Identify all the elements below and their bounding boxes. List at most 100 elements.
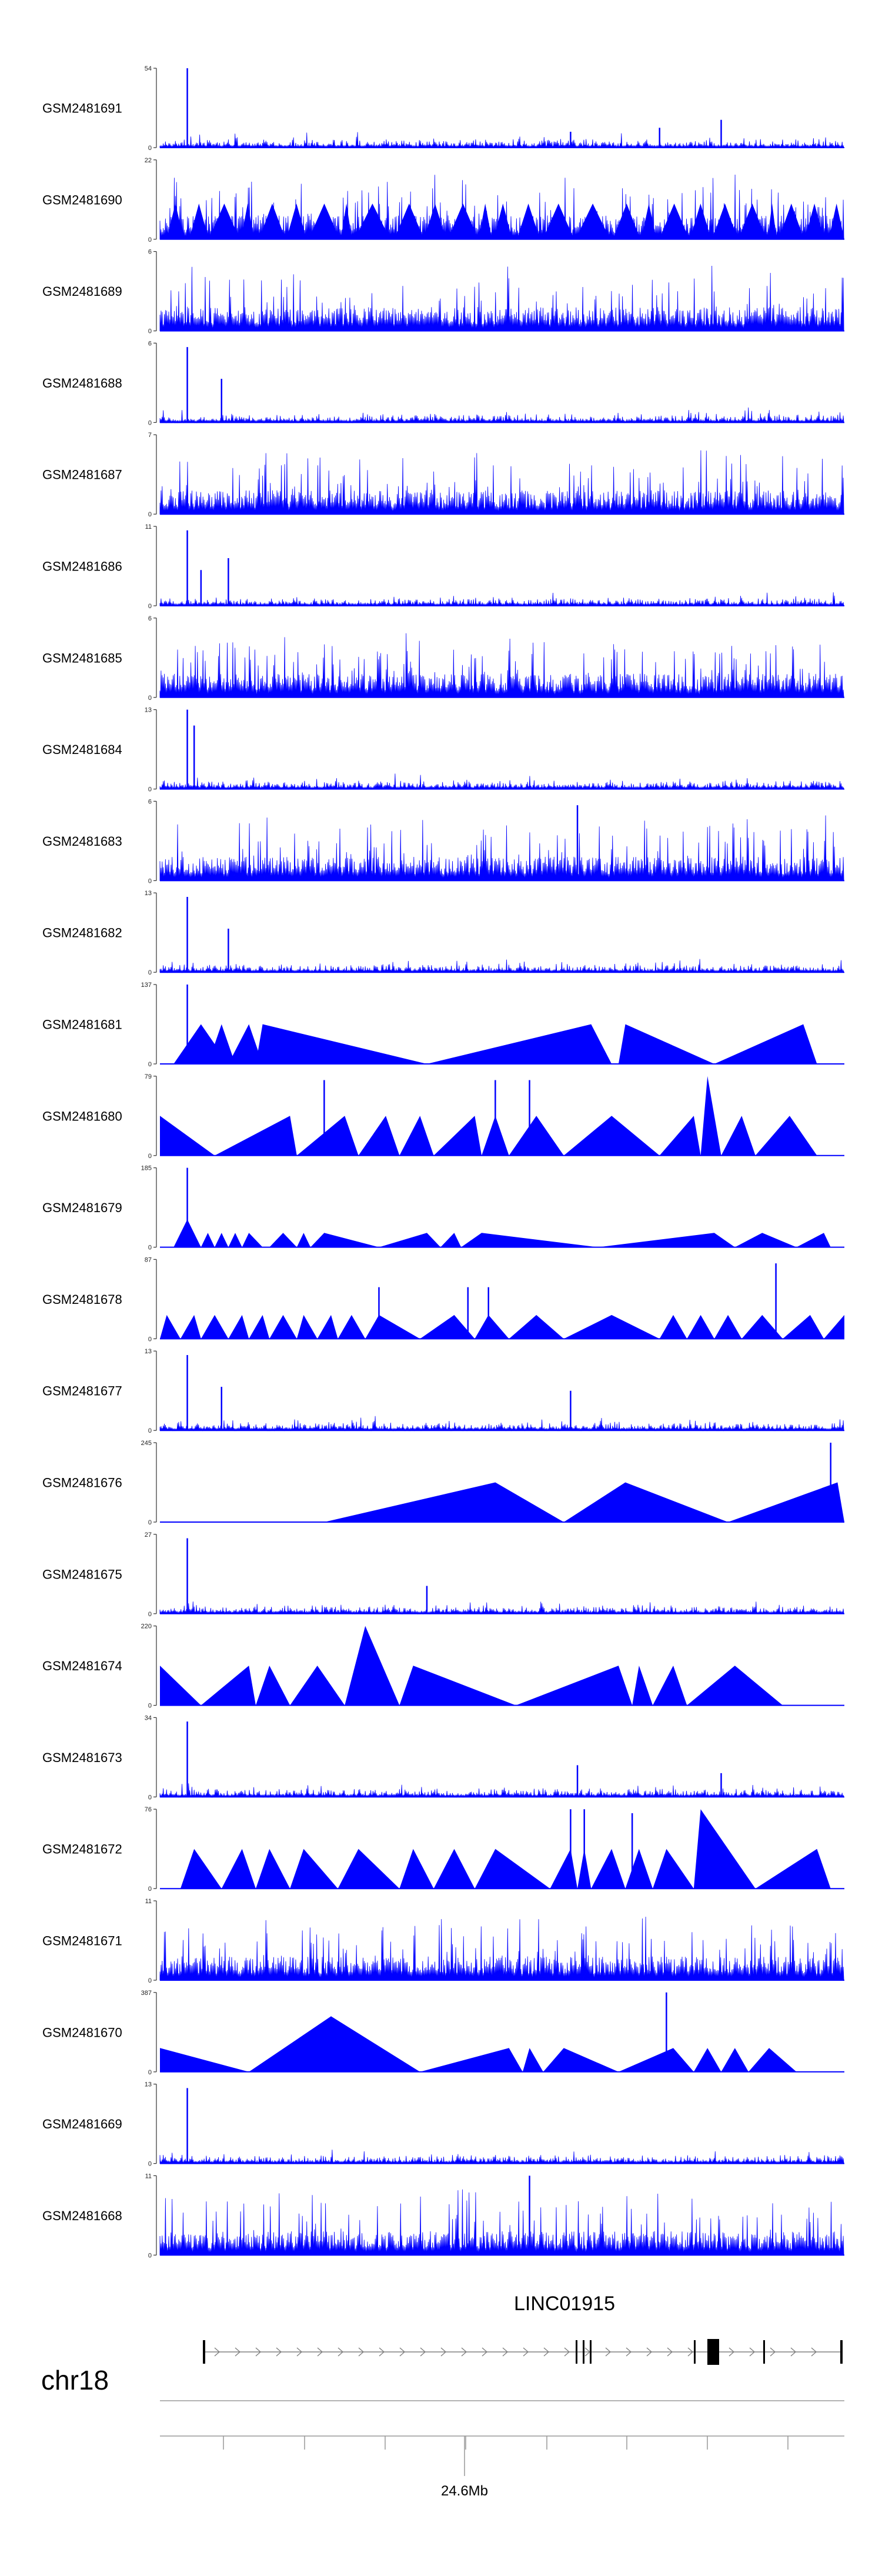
signal-triangle xyxy=(345,1626,400,1706)
y-axis-max-label: 6 xyxy=(148,798,152,805)
y-axis-min-label: 0 xyxy=(148,1427,152,1434)
genome-axis: 24.6Mb xyxy=(223,2436,789,2499)
signal-triangle xyxy=(296,1233,311,1247)
signal-triangle xyxy=(228,1233,242,1247)
signal-triangle xyxy=(618,1024,714,1064)
track-label: GSM2481681 xyxy=(42,1017,122,1032)
signal-triangle xyxy=(687,1666,783,1706)
track-label: GSM2481688 xyxy=(42,376,122,391)
strand-arrow xyxy=(811,2347,817,2357)
track-GSM2481679: GSM2481679 185 0 xyxy=(42,1165,844,1252)
signal-triangle xyxy=(563,1314,660,1339)
y-axis-max-label: 11 xyxy=(145,1898,152,1905)
signal-area xyxy=(159,2150,844,2165)
signal-triangle xyxy=(269,1233,297,1247)
strand-arrow xyxy=(358,2347,365,2357)
signal-triangle xyxy=(160,2048,249,2072)
signal-triangle xyxy=(687,1314,714,1339)
gene-track: LINC01915 xyxy=(203,2293,843,2365)
signal-triangle xyxy=(242,1233,263,1247)
gene-exon xyxy=(590,2340,592,2364)
chromosome-label: chr18 xyxy=(41,2365,109,2395)
signal-area xyxy=(159,407,844,423)
signal-triangle xyxy=(290,1666,345,1706)
strand-arrow xyxy=(461,2347,467,2357)
signal-area xyxy=(159,815,844,881)
signal-triangle xyxy=(160,1314,181,1339)
signal-triangle xyxy=(741,1314,783,1339)
gene-exon xyxy=(763,2340,765,2364)
signal-triangle xyxy=(420,2048,523,2072)
track-GSM2481688: GSM2481688 6 0 xyxy=(42,340,844,426)
strand-arrow xyxy=(440,2347,447,2357)
y-axis-min-label: 0 xyxy=(148,236,152,243)
signal-triangle xyxy=(358,1116,400,1156)
gene-exon xyxy=(203,2340,205,2364)
track-label: GSM2481672 xyxy=(42,1842,122,1857)
signal-triangle xyxy=(420,1314,475,1339)
y-axis-max-label: 7 xyxy=(148,432,152,439)
track-GSM2481677: GSM2481677 13 0 xyxy=(42,1348,844,1434)
signal-area xyxy=(159,1416,844,1432)
signal-triangle xyxy=(208,1024,235,1064)
signal-triangle xyxy=(338,1314,366,1339)
y-axis-max-label: 54 xyxy=(145,65,152,72)
y-axis-max-label: 34 xyxy=(145,1714,152,1721)
gene-exon xyxy=(707,2339,719,2365)
signal-triangle xyxy=(693,2048,721,2072)
signal-triangle xyxy=(228,1024,263,1064)
track-GSM2481670: GSM2481670 387 0 xyxy=(42,1990,844,2076)
signal-triangle xyxy=(516,1666,633,1706)
signal-triangle xyxy=(256,1024,427,1064)
y-axis-max-label: 22 xyxy=(145,157,152,164)
y-axis-max-label: 13 xyxy=(145,890,152,897)
signal-triangle xyxy=(755,1116,817,1156)
track-label: GSM2481684 xyxy=(42,742,122,757)
signal-triangle xyxy=(659,1314,687,1339)
signal-triangle xyxy=(427,1024,612,1064)
strand-arrow xyxy=(667,2347,673,2357)
signal-triangle xyxy=(475,1314,509,1339)
strand-arrow xyxy=(482,2347,488,2357)
signal-triangle xyxy=(721,2048,749,2072)
signal-area xyxy=(159,773,844,790)
track-GSM2481675: GSM2481675 27 0 xyxy=(42,1531,844,1618)
strand-arrow xyxy=(255,2347,262,2357)
y-axis-min-label: 0 xyxy=(148,1703,152,1710)
y-axis-max-label: 185 xyxy=(141,1165,152,1172)
y-axis-max-label: 220 xyxy=(141,1623,152,1630)
signal-triangle xyxy=(201,1233,215,1247)
track-GSM2481671: GSM2481671 11 0 xyxy=(42,1898,844,1984)
signal-area xyxy=(159,2189,844,2255)
signal-area xyxy=(159,450,844,515)
y-axis-max-label: 11 xyxy=(145,2173,152,2180)
signal-triangle xyxy=(221,1848,256,1889)
signal-triangle xyxy=(215,1116,297,1156)
y-axis-max-label: 245 xyxy=(141,1440,152,1447)
track-GSM2481687: GSM2481687 7 0 xyxy=(42,432,844,518)
y-axis-max-label: 13 xyxy=(145,1348,152,1355)
signal-triangle xyxy=(509,1314,564,1339)
signal-triangle xyxy=(625,1848,653,1889)
gene-exon xyxy=(576,2340,577,2364)
strand-arrow xyxy=(605,2347,612,2357)
track-label: GSM2481680 xyxy=(42,1109,122,1123)
track-label: GSM2481682 xyxy=(42,926,122,940)
track-GSM2481676: GSM2481676 245 0 xyxy=(42,1440,844,1526)
signal-triangle xyxy=(659,1116,701,1156)
strand-arrow xyxy=(235,2347,241,2357)
strand-arrow xyxy=(523,2347,529,2357)
y-axis-min-label: 0 xyxy=(148,2069,152,2076)
y-axis-max-label: 11 xyxy=(145,523,152,530)
track-label: GSM2481685 xyxy=(42,650,122,665)
track-GSM2481690: GSM2481690 22 0 xyxy=(42,157,845,243)
signal-area xyxy=(159,592,844,607)
track-GSM2481684: GSM2481684 13 0 xyxy=(42,707,844,793)
signal-triangle xyxy=(653,1848,694,1889)
signal-triangle xyxy=(734,1233,797,1247)
signal-triangle xyxy=(269,1314,297,1339)
strand-arrow xyxy=(564,2347,570,2357)
strand-arrow xyxy=(420,2347,426,2357)
signal-triangle xyxy=(324,1482,564,1522)
gene-name-label: LINC01915 xyxy=(514,2293,615,2315)
